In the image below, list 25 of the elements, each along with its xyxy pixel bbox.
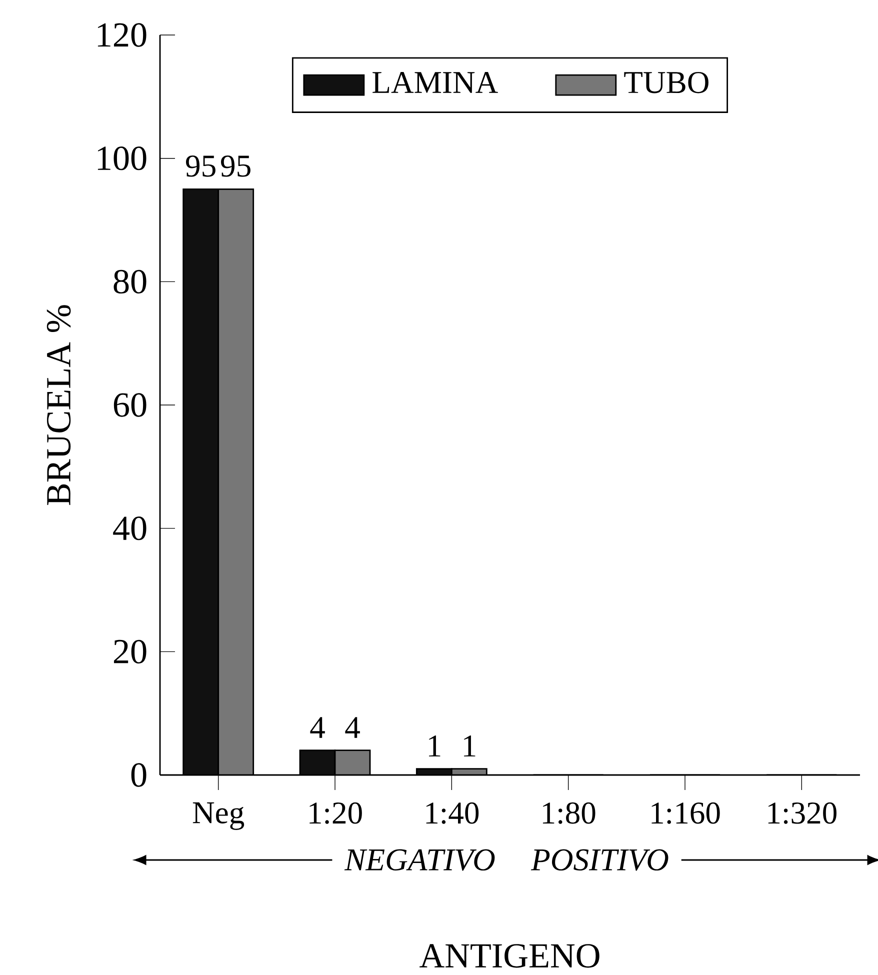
y-tick-label: 40	[113, 516, 146, 540]
x-tick-label: 1:160	[652, 802, 720, 824]
data-label: 1	[464, 736, 476, 756]
y-tick-label: 0	[131, 763, 146, 787]
data-label: 4	[345, 717, 360, 738]
data-label: 1	[429, 736, 440, 756]
x-axis-title: ANTIGENO	[420, 944, 600, 968]
x-tick-label: 1:40	[426, 802, 479, 824]
x-tick-label: Neg	[192, 802, 244, 830]
legend-label: LAMINA	[372, 72, 498, 93]
y-axis-title: BRUCELA %	[46, 305, 71, 506]
text: NEGATIVO	[344, 849, 495, 871]
y-tick-label: 80	[114, 270, 146, 294]
y-tick-label: 120	[98, 23, 146, 47]
data-label: 4	[310, 717, 325, 738]
x-tick-label: 1:20	[310, 802, 362, 824]
x-tick-label: 1:80	[542, 802, 596, 824]
data-label: 95	[186, 156, 216, 177]
data-label: 95	[221, 156, 250, 177]
legend-label: TUBO	[624, 72, 708, 94]
y-tick-label: 100	[98, 146, 146, 170]
x-tick-label: 1:320	[768, 802, 836, 824]
y-tick-label: 60	[114, 393, 146, 417]
text: POSITIVO	[530, 849, 668, 871]
y-tick-label: 20	[114, 640, 146, 664]
